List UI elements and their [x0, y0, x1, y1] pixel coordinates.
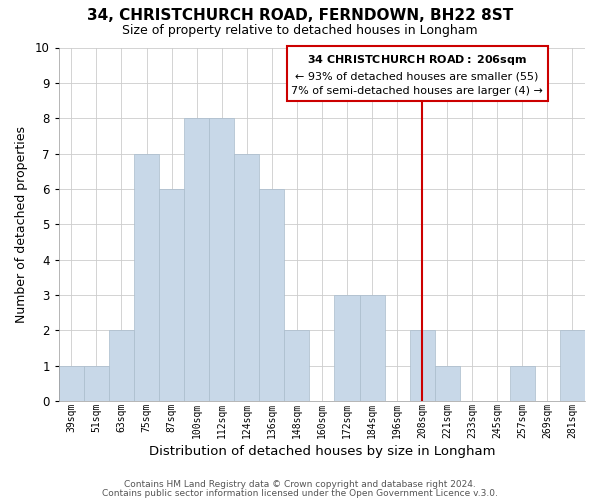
- Text: Contains HM Land Registry data © Crown copyright and database right 2024.: Contains HM Land Registry data © Crown c…: [124, 480, 476, 489]
- Bar: [84, 366, 109, 401]
- Bar: [359, 295, 385, 401]
- X-axis label: Distribution of detached houses by size in Longham: Distribution of detached houses by size …: [149, 444, 495, 458]
- Bar: [159, 189, 184, 401]
- Bar: [510, 366, 535, 401]
- Bar: [434, 366, 460, 401]
- Bar: [284, 330, 310, 401]
- Text: 34, CHRISTCHURCH ROAD, FERNDOWN, BH22 8ST: 34, CHRISTCHURCH ROAD, FERNDOWN, BH22 8S…: [87, 8, 513, 22]
- Bar: [209, 118, 234, 401]
- Text: $\mathbf{34\ CHRISTCHURCH\ ROAD:\ 206sqm}$
← 93% of detached houses are smaller : $\mathbf{34\ CHRISTCHURCH\ ROAD:\ 206sqm…: [291, 53, 543, 96]
- Text: Size of property relative to detached houses in Longham: Size of property relative to detached ho…: [122, 24, 478, 37]
- Bar: [234, 154, 259, 401]
- Bar: [109, 330, 134, 401]
- Bar: [184, 118, 209, 401]
- Bar: [410, 330, 434, 401]
- Bar: [259, 189, 284, 401]
- Bar: [134, 154, 159, 401]
- Bar: [334, 295, 359, 401]
- Text: Contains public sector information licensed under the Open Government Licence v.: Contains public sector information licen…: [102, 488, 498, 498]
- Bar: [560, 330, 585, 401]
- Y-axis label: Number of detached properties: Number of detached properties: [15, 126, 28, 322]
- Bar: [59, 366, 84, 401]
